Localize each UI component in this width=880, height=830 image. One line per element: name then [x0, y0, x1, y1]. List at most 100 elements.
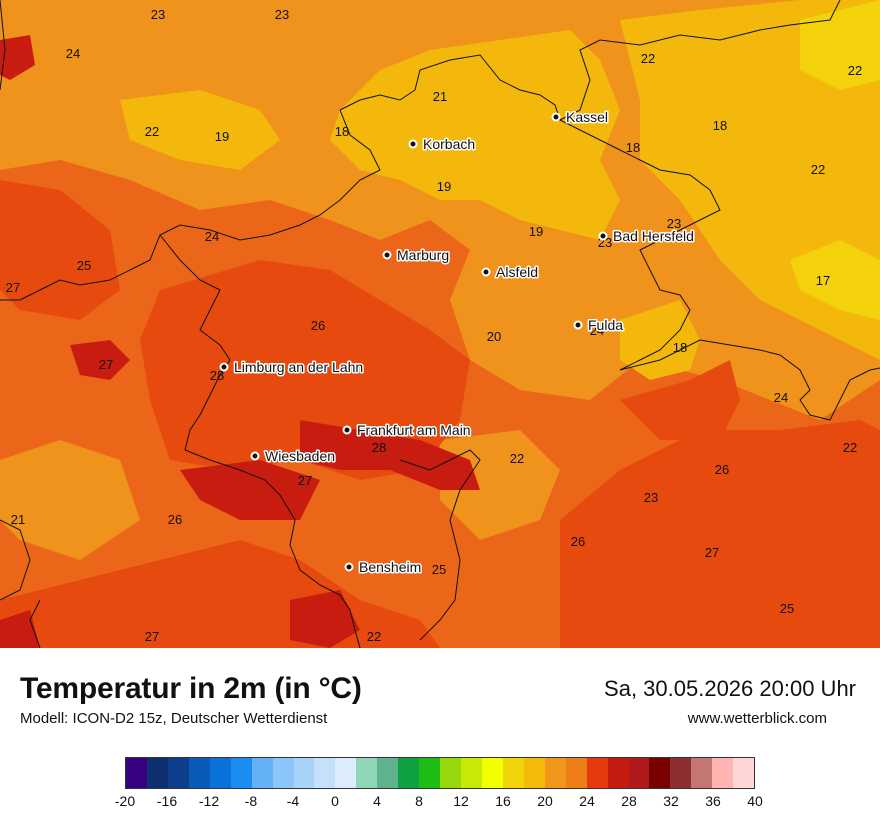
- scale-swatch: [565, 758, 587, 788]
- temperature-zone: [0, 35, 35, 80]
- temperature-label: 27: [298, 473, 312, 488]
- city-markers: Kassel Korbach Bad Hersfeld Marburg Alsfeld F…: [219, 108, 695, 577]
- city-name: Fulda: [588, 317, 623, 333]
- city-marker[interactable]: Frankfurt am Main: [342, 421, 472, 440]
- scale-swatch: [146, 758, 168, 788]
- scale-swatch: [293, 758, 315, 788]
- scale-swatch: [461, 758, 482, 788]
- temperature-zone: [70, 340, 130, 380]
- temperature-label: 17: [816, 273, 830, 288]
- color-scale-ticks: -20 -16 -12 -8 -4 0 4 8 12 16 20 24 28 32 36 40: [0, 793, 880, 813]
- temperature-label: 24: [66, 46, 80, 61]
- scale-swatch: [419, 758, 441, 788]
- scale-swatch: [670, 758, 692, 788]
- temperature-zones: [0, 0, 880, 648]
- scale-swatch: [188, 758, 210, 788]
- scale-swatch: [586, 758, 608, 788]
- temperature-label: 26: [715, 462, 729, 477]
- scale-swatch: [167, 758, 189, 788]
- city-marker[interactable]: Fulda: [573, 316, 625, 335]
- temperature-label: 27: [99, 357, 113, 372]
- temperature-labels: 23 23 24 22 19 18 21 22 18 22 18 22 24 25 27 19 19 23 23 17…: [6, 7, 862, 644]
- scale-swatch: [607, 758, 629, 788]
- scale-swatch: [440, 758, 461, 788]
- city-marker[interactable]: Alsfeld: [481, 263, 540, 282]
- scale-tick-label: 12: [453, 793, 469, 809]
- scale-swatch: [502, 758, 524, 788]
- scale-swatch: [481, 758, 503, 788]
- city-name: Alsfeld: [496, 264, 538, 280]
- city-name: Marburg: [397, 247, 449, 263]
- city-dot: [219, 362, 229, 372]
- scale-tick-label: 20: [537, 793, 553, 809]
- temperature-label: 26: [571, 534, 585, 549]
- temperature-label: 22: [848, 63, 862, 78]
- temperature-label: 20: [487, 329, 501, 344]
- temperature-label: 18: [626, 140, 640, 155]
- temperature-zone: [560, 420, 880, 648]
- temperature-label: 22: [510, 451, 524, 466]
- city-marker[interactable]: Korbach: [408, 135, 477, 154]
- city-name: Frankfurt am Main: [357, 422, 471, 438]
- border-line: [619, 339, 880, 421]
- temperature-zone: [620, 360, 740, 440]
- city-name: Kassel: [566, 109, 608, 125]
- temperature-map[interactable]: 23 23 24 22 19 18 21 22 18 22 18 22 24 25 27 19 19 23 23 17…: [0, 0, 880, 648]
- border-line: [559, 119, 721, 371]
- city-dot: [382, 250, 392, 260]
- district-borders: [0, 0, 880, 648]
- temperature-label: 23: [275, 7, 289, 22]
- scale-swatch: [335, 758, 357, 788]
- temperature-label: 19: [215, 129, 229, 144]
- temperature-label: 28: [210, 368, 224, 383]
- temperature-label: 25: [780, 601, 794, 616]
- city-name: Wiesbaden: [265, 448, 335, 464]
- scale-tick-label: 24: [579, 793, 595, 809]
- temperature-label: 22: [843, 440, 857, 455]
- city-dot: [250, 451, 260, 461]
- temperature-zone: [140, 260, 470, 480]
- city-dot: [551, 112, 561, 122]
- scale-swatch: [649, 758, 671, 788]
- scale-tick-label: -12: [198, 793, 220, 809]
- temperature-zone: [0, 180, 120, 320]
- scale-swatch: [377, 758, 399, 788]
- city-marker[interactable]: Bensheim: [344, 558, 423, 577]
- city-dot: [481, 267, 491, 277]
- city-dot: [342, 425, 352, 435]
- website-link[interactable]: www.wetterblick.com: [687, 710, 827, 727]
- temperature-label: 22: [367, 629, 381, 644]
- border-line: [0, 519, 31, 601]
- temperature-label: 26: [311, 318, 325, 333]
- temperature-zone: [440, 430, 560, 540]
- temperature-label: 24: [205, 229, 219, 244]
- city-name: Bensheim: [359, 559, 421, 575]
- city-marker[interactable]: Wiesbaden: [250, 447, 337, 466]
- scale-tick-label: -4: [286, 793, 300, 809]
- scale-tick-label: 32: [663, 793, 679, 809]
- scale-swatch: [230, 758, 252, 788]
- scale-swatch: [691, 758, 713, 788]
- city-dot: [598, 231, 608, 241]
- model-source: Modell: ICON-D2 15z, Deutscher Wetterdie…: [20, 710, 328, 727]
- color-scale-bar: [125, 757, 755, 789]
- temperature-label: 22: [641, 51, 655, 66]
- city-marker[interactable]: Bad Hersfeld: [598, 227, 695, 246]
- city-name: Korbach: [423, 136, 475, 152]
- temperature-label: 22: [811, 162, 825, 177]
- scale-tick-label: -20: [114, 793, 136, 809]
- scale-tick-label: 36: [705, 793, 721, 809]
- temperature-label: 25: [77, 258, 91, 273]
- temperature-label: 23: [644, 490, 658, 505]
- temperature-label: 23: [667, 216, 681, 231]
- border-line: [159, 234, 231, 451]
- city-marker[interactable]: Kassel: [551, 108, 610, 127]
- temperature-label: 26: [168, 512, 182, 527]
- border-line: [29, 599, 41, 648]
- city-marker[interactable]: Limburg an der Lahn: [219, 358, 365, 377]
- city-marker[interactable]: Marburg: [382, 246, 451, 265]
- scale-swatch: [272, 758, 294, 788]
- temperature-label: 28: [372, 440, 386, 455]
- temperature-label: 18: [713, 118, 727, 133]
- temperature-label: 22: [145, 124, 159, 139]
